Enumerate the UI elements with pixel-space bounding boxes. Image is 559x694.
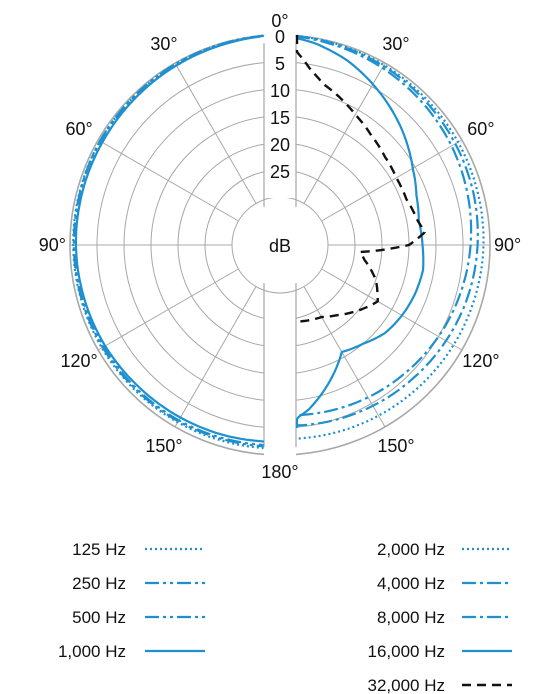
grid-spoke <box>321 139 463 222</box>
legend-label: 8,000 Hz <box>377 608 445 627</box>
db-tick-label: 25 <box>270 162 290 182</box>
series-curve <box>295 34 425 428</box>
legend-label: 1,000 Hz <box>58 642 126 661</box>
legend: 125 Hz 250 Hz 500 Hz 1,000 Hz 2,000 Hz 4,000 … <box>58 540 512 694</box>
series-curve <box>72 34 265 448</box>
angle-label-right: 60° <box>467 119 494 139</box>
legend-label: 4,000 Hz <box>377 574 445 593</box>
db-tick-label: 5 <box>275 54 285 74</box>
series-curve <box>295 34 473 417</box>
angle-label-left: 120° <box>60 351 97 371</box>
grid-spoke <box>97 139 239 222</box>
legend-label: 125 Hz <box>72 540 126 559</box>
legend-label: 16,000 Hz <box>368 642 446 661</box>
scale-gap-top <box>264 31 296 198</box>
db-tick-label: 10 <box>270 81 290 101</box>
angle-label-left: 30° <box>150 34 177 54</box>
series-curve <box>73 34 265 447</box>
angle-label-right: 120° <box>462 351 499 371</box>
legend-label: 250 Hz <box>72 574 126 593</box>
polar-labels: 0 5 10 15 20 25 dB 0° 180° 30° 30° 60° 60° 90° 90° 120°… <box>39 11 521 482</box>
grid-spoke <box>97 268 239 351</box>
angle-label-right: 150° <box>377 436 414 456</box>
angle-label-left: 150° <box>145 436 182 456</box>
legend-label: 2,000 Hz <box>377 540 445 559</box>
polar-curves <box>72 34 485 450</box>
grid-spoke <box>303 62 386 204</box>
db-tick-label: 20 <box>270 135 290 155</box>
angle-label-left: 60° <box>65 119 92 139</box>
angle-label-right: 90° <box>494 235 521 255</box>
angle-label-180: 180° <box>261 462 298 482</box>
db-tick-label: 15 <box>270 108 290 128</box>
grid-spoke <box>321 268 463 351</box>
series-curve <box>74 34 265 443</box>
angle-label-right: 30° <box>382 34 409 54</box>
scale-gap-bottom <box>264 295 296 463</box>
legend-label: 500 Hz <box>72 608 126 627</box>
series-curve <box>295 35 426 323</box>
angle-label-left: 90° <box>39 235 66 255</box>
grid-spoke <box>174 62 257 204</box>
grid-spoke <box>174 286 257 428</box>
series-curve <box>72 34 265 450</box>
polar-grid <box>69 31 491 463</box>
angle-label-0: 0° <box>271 11 288 31</box>
db-unit-label: dB <box>269 236 291 256</box>
series-curve <box>295 34 479 427</box>
db-tick-label: 0 <box>275 27 285 47</box>
legend-label: 32,000 Hz <box>368 676 446 694</box>
grid-spoke <box>303 286 386 428</box>
